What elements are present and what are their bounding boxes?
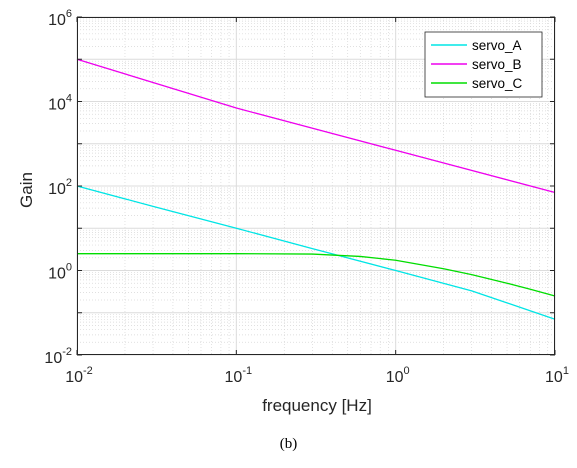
legend-label: servo_A (472, 38, 522, 53)
x-tick-label: 101 (545, 365, 569, 386)
ticks (76, 16, 556, 356)
y-axis-label: Gain (17, 172, 36, 208)
figure-caption: (b) (279, 436, 298, 452)
series-group (76, 58, 556, 320)
legend-label: servo_B (472, 57, 522, 72)
y-tick-label: 10-2 (44, 346, 72, 367)
x-tick-label: 10-2 (65, 365, 93, 386)
y-tick-label: 100 (48, 262, 72, 283)
legend-label: servo_C (472, 76, 523, 91)
x-tick-label: 100 (386, 365, 410, 386)
x-axis-label: frequency [Hz] (262, 396, 372, 415)
y-tick-label: 102 (48, 177, 72, 198)
x-tick-labels: 10-2 10-1 100 101 (65, 365, 569, 386)
y-tick-label: 106 (48, 8, 72, 29)
legend: servo_A servo_B servo_C (424, 31, 543, 98)
y-tick-labels: 10-2 100 102 104 106 (44, 8, 72, 367)
series-line-servo-a (76, 185, 556, 320)
y-tick-label: 104 (48, 93, 72, 114)
series-line-servo-c (77, 253, 556, 297)
series-line-servo-b (76, 58, 556, 194)
x-tick-label: 10-1 (225, 365, 253, 386)
gain-chart: 10-2 10-1 100 101 10-2 100 102 104 106 frequenc… (17, 8, 569, 415)
